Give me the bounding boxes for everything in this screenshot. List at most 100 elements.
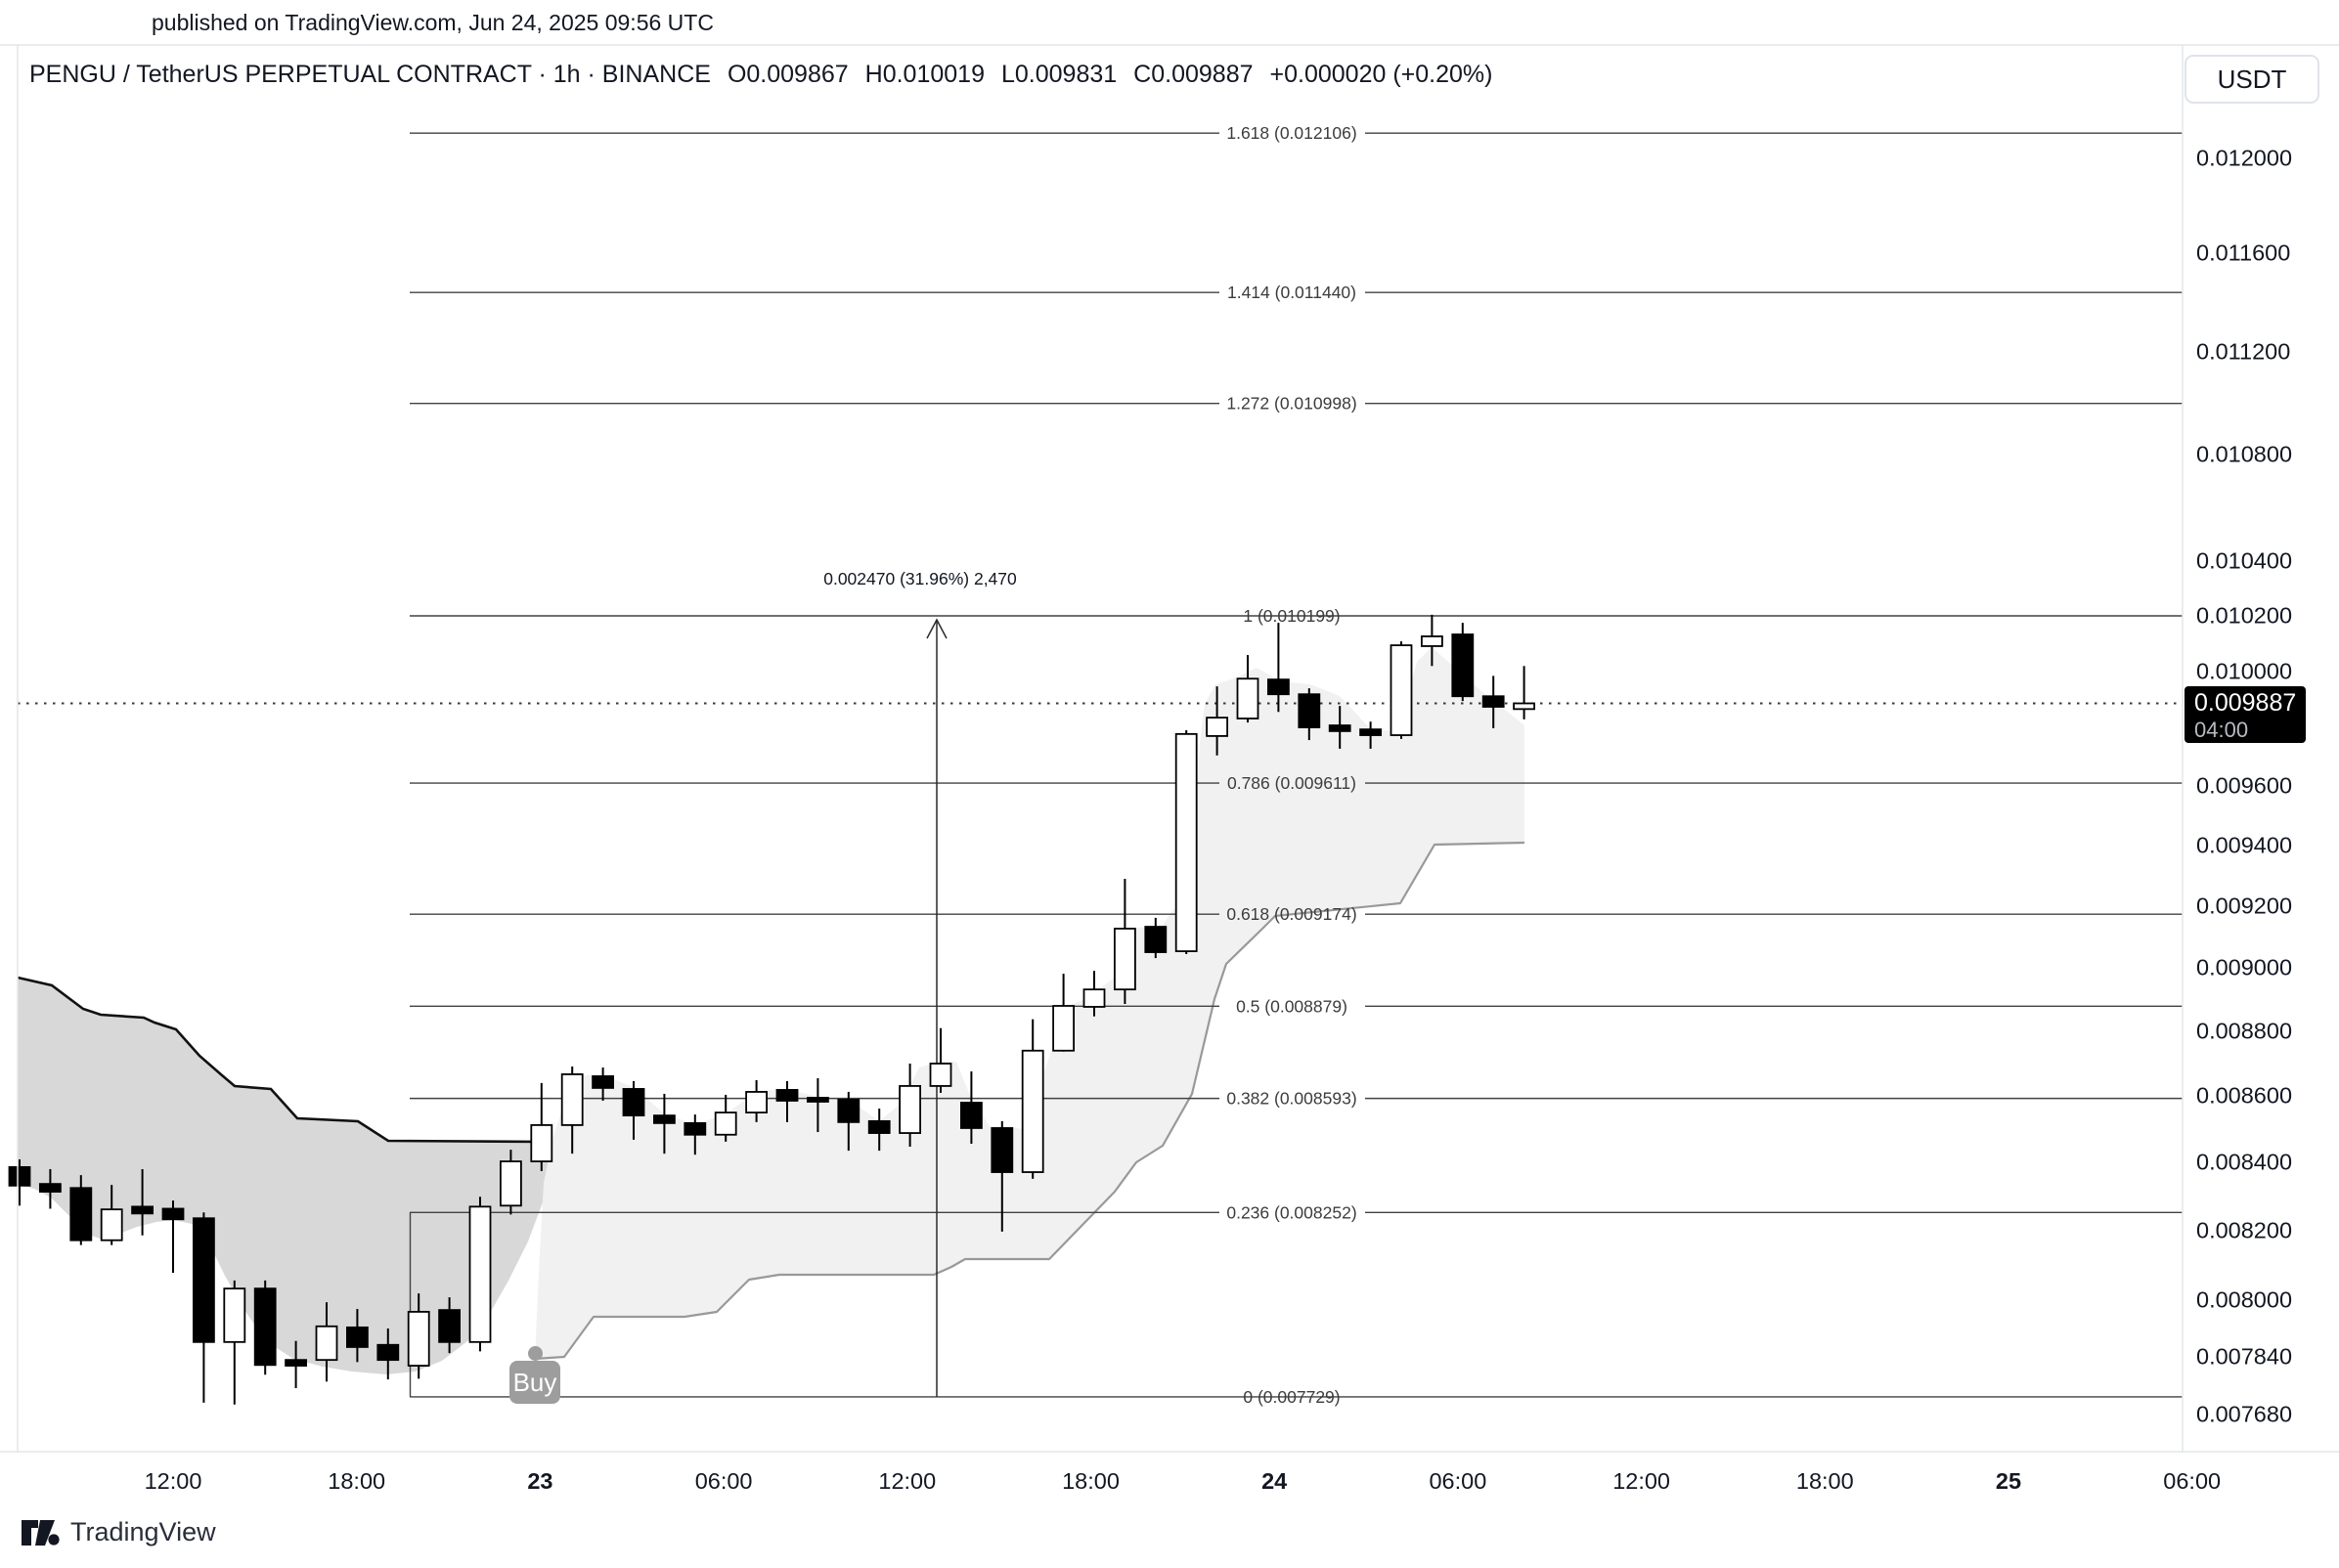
- fib-label: 0.786 (0.009611): [1227, 773, 1356, 793]
- price-axis-label: 0.012000: [2196, 145, 2293, 170]
- candle-up: [714, 1111, 737, 1136]
- candle-down: [376, 1343, 400, 1362]
- candle-up: [1390, 644, 1413, 736]
- time-axis-label: 12:00: [1612, 1468, 1670, 1494]
- time-axis-label: 25: [1995, 1468, 2022, 1494]
- price-axis-label: 0.007840: [2196, 1343, 2293, 1370]
- symbol-title[interactable]: PENGU / TetherUS PERPETUAL CONTRACT · 1h…: [29, 61, 711, 88]
- tradingview-logo-icon: [22, 1519, 60, 1546]
- price-axis-label: 0.008600: [2196, 1082, 2293, 1109]
- candle-down: [1267, 678, 1290, 696]
- candle-down: [867, 1119, 891, 1134]
- time-axis-label: 24: [1261, 1468, 1288, 1494]
- time-axis-label: 06:00: [2163, 1468, 2222, 1494]
- candle-up: [929, 1063, 952, 1087]
- measure-annotation-text: 0.002470 (31.96%) 2,470: [823, 569, 1017, 588]
- currency-toggle-button[interactable]: USDT: [2185, 55, 2319, 104]
- price-axis-label: 0.009400: [2196, 832, 2293, 858]
- time-axis-label: 23: [527, 1468, 553, 1494]
- candle-down: [253, 1287, 277, 1367]
- candle-down: [1144, 926, 1168, 953]
- time-axis-label: 06:00: [1429, 1468, 1487, 1494]
- candle-down: [622, 1088, 645, 1117]
- price-axis-label: 0.011200: [2196, 338, 2291, 365]
- candle-down: [775, 1089, 799, 1102]
- chart-legend: PENGU / TetherUS PERPETUAL CONTRACT · 1h…: [29, 61, 1492, 89]
- price-axis-label: 0.009000: [2196, 954, 2293, 980]
- candle-down: [39, 1183, 62, 1193]
- fib-label: 1.272 (0.010998): [1226, 394, 1356, 414]
- buy-marker[interactable]: Buy: [509, 1361, 560, 1404]
- last-price-tag: 0.009887 04:00: [2185, 686, 2306, 743]
- time-axis-label: 12:00: [144, 1468, 202, 1494]
- ohlc-high: H0.010019: [864, 61, 985, 88]
- time-axis-label: 18:00: [1795, 1468, 1854, 1494]
- candle-down: [285, 1359, 308, 1367]
- candle-down: [1451, 633, 1475, 698]
- candle-up: [1082, 988, 1106, 1008]
- price-axis-label: 0.009600: [2196, 772, 2293, 799]
- candle-up: [1513, 702, 1535, 711]
- price-change: +0.000020 (+0.20%): [1269, 61, 1493, 88]
- candle-up: [1114, 928, 1136, 991]
- fib-label: 0.5 (0.008879): [1236, 996, 1347, 1016]
- fib-label: 1.414 (0.011440): [1227, 283, 1356, 302]
- candle-down: [1328, 724, 1351, 732]
- candle-up: [1052, 1005, 1075, 1052]
- candle-down: [8, 1165, 31, 1187]
- candle-up: [499, 1160, 522, 1207]
- price-axis-label: 0.008200: [2196, 1217, 2293, 1242]
- candle-down: [807, 1097, 829, 1103]
- candle-down: [1298, 693, 1321, 728]
- price-axis-label: 0.010000: [2196, 658, 2293, 684]
- fib-label: 0.618 (0.009174): [1226, 904, 1356, 924]
- price-axis-label: 0.011600: [2196, 240, 2291, 266]
- candle-up: [315, 1325, 338, 1362]
- indicator-dark-cloud: [18, 978, 551, 1374]
- tradingview-logo[interactable]: TradingView: [22, 1517, 216, 1547]
- candle-down: [837, 1099, 861, 1123]
- published-bar: published on TradingView.com, Jun 24, 20…: [0, 0, 2339, 45]
- candle-down: [192, 1217, 215, 1343]
- time-axis-label: 18:00: [328, 1468, 386, 1494]
- indicator-light-cloud: [535, 647, 1524, 1359]
- candle-down: [345, 1326, 369, 1348]
- ohlc-open: O0.009867: [727, 61, 849, 88]
- candle-down: [131, 1205, 154, 1215]
- price-axis-label: 0.010400: [2196, 547, 2293, 574]
- candle-up: [407, 1311, 430, 1367]
- candle-down: [592, 1075, 614, 1089]
- candle-up: [899, 1085, 921, 1134]
- price-axis-label: 0.010200: [2196, 602, 2293, 629]
- fib-label: 0 (0.007729): [1243, 1387, 1340, 1407]
- candle-down: [69, 1187, 93, 1241]
- ohlc-low: L0.009831: [1000, 61, 1118, 88]
- measure-arrow-head: [926, 618, 948, 639]
- candle-down: [1481, 695, 1505, 708]
- tradingview-logo-text: TradingView: [70, 1517, 216, 1546]
- indicator-dark-cloud-upper-line: [17, 976, 549, 1144]
- candle-down: [991, 1127, 1014, 1173]
- price-axis-label: 0.008000: [2196, 1286, 2293, 1313]
- price-axis-label: 0.009200: [2196, 893, 2293, 919]
- candle-down: [960, 1102, 983, 1129]
- candle-up: [560, 1073, 584, 1126]
- price-axis-label: 0.008800: [2196, 1018, 2293, 1044]
- candle-up: [530, 1124, 553, 1162]
- time-axis-label: 12:00: [878, 1468, 937, 1494]
- candle-down: [684, 1121, 707, 1136]
- ohlc-close: C0.009887: [1133, 61, 1254, 88]
- candle-up: [1236, 677, 1259, 719]
- price-axis-label: 0.010800: [2196, 441, 2293, 467]
- published-text: published on TradingView.com, Jun 24, 20…: [152, 10, 714, 35]
- candle-up: [1174, 732, 1198, 952]
- fib-label: 0.382 (0.008593): [1226, 1089, 1356, 1109]
- candle-up: [100, 1208, 123, 1241]
- time-axis-label: 06:00: [694, 1468, 753, 1494]
- candle-up: [223, 1287, 246, 1343]
- candle-up: [1206, 717, 1228, 737]
- fib-label: 0.236 (0.008252): [1226, 1202, 1356, 1222]
- time-axis-label: 18:00: [1062, 1468, 1120, 1494]
